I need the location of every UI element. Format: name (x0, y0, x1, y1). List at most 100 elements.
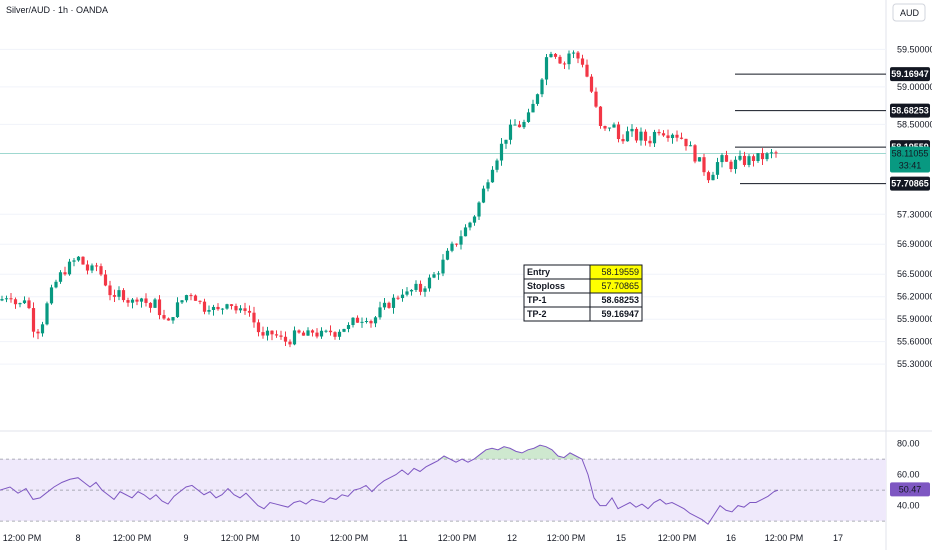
candle[interactable] (535, 93, 540, 106)
candle[interactable] (288, 339, 292, 348)
candle[interactable] (693, 144, 697, 164)
candle[interactable] (486, 179, 490, 192)
rsi-line[interactable] (0, 444, 779, 525)
candle[interactable] (58, 270, 63, 284)
candle[interactable] (450, 241, 454, 253)
candle[interactable] (27, 297, 31, 310)
candle[interactable] (666, 129, 670, 142)
candle[interactable] (396, 295, 400, 300)
candle[interactable] (175, 297, 180, 318)
candle[interactable] (454, 243, 459, 247)
candle[interactable] (490, 166, 495, 183)
candle[interactable] (238, 305, 243, 313)
candle[interactable] (166, 317, 171, 321)
candle[interactable] (306, 327, 310, 336)
candle[interactable] (409, 289, 414, 296)
candle[interactable] (162, 309, 166, 320)
candle[interactable] (531, 99, 535, 113)
candle[interactable] (549, 51, 553, 58)
candle[interactable] (414, 280, 418, 292)
candle[interactable] (319, 327, 324, 339)
candle[interactable] (697, 157, 702, 162)
candle[interactable] (315, 328, 319, 339)
candle[interactable] (310, 329, 315, 337)
candle[interactable] (54, 279, 58, 289)
candle[interactable] (400, 289, 405, 302)
currency-selector[interactable]: AUD (892, 3, 926, 22)
candle[interactable] (207, 305, 211, 315)
candle[interactable] (684, 138, 688, 151)
candle[interactable] (261, 326, 265, 339)
candle[interactable] (747, 154, 751, 168)
candle[interactable] (139, 297, 144, 308)
candle[interactable] (495, 158, 499, 173)
candle[interactable] (463, 224, 468, 237)
candle[interactable] (724, 150, 729, 162)
candle[interactable] (765, 152, 769, 162)
candle[interactable] (652, 129, 657, 148)
candle[interactable] (373, 315, 378, 328)
candle[interactable] (742, 151, 747, 167)
candle[interactable] (360, 317, 364, 328)
time-axis[interactable]: 12:00 PM 8 12:00 PM 9 12:00 PM 10 12:00 PM 11 12… (3, 533, 843, 543)
candle[interactable] (436, 271, 441, 280)
candle[interactable] (108, 280, 112, 301)
candle[interactable] (148, 302, 153, 313)
candle[interactable] (243, 302, 247, 315)
candle[interactable] (220, 308, 225, 315)
candle[interactable] (225, 303, 229, 310)
candle[interactable] (513, 119, 517, 126)
candle[interactable] (121, 288, 126, 303)
candle[interactable] (130, 297, 135, 309)
candle[interactable] (544, 53, 549, 86)
candle[interactable] (36, 329, 40, 340)
candle[interactable] (441, 254, 445, 277)
candle[interactable] (180, 299, 184, 305)
candle[interactable] (468, 221, 472, 231)
candle[interactable] (94, 262, 99, 272)
candle[interactable] (661, 130, 666, 137)
candle[interactable] (216, 303, 220, 311)
candle[interactable] (252, 306, 256, 328)
candle[interactable] (153, 297, 157, 308)
candle[interactable] (85, 260, 90, 275)
candle[interactable] (355, 315, 360, 323)
rsi-pane[interactable] (0, 444, 779, 525)
candle[interactable] (562, 61, 567, 70)
candle[interactable] (13, 297, 18, 309)
candle[interactable] (427, 274, 432, 292)
candle[interactable] (144, 293, 148, 307)
candle[interactable] (688, 141, 693, 147)
candle[interactable] (585, 59, 589, 78)
candle[interactable] (283, 331, 288, 346)
candle[interactable] (234, 303, 238, 314)
candle[interactable] (274, 330, 279, 338)
candle[interactable] (292, 326, 297, 346)
candle[interactable] (756, 153, 760, 163)
candle[interactable] (553, 53, 558, 59)
candle[interactable] (621, 134, 625, 144)
candle[interactable] (751, 154, 756, 167)
candle[interactable] (364, 317, 369, 324)
candle[interactable] (432, 272, 436, 279)
candle[interactable] (351, 317, 355, 328)
candle[interactable] (540, 77, 544, 98)
candle[interactable] (198, 300, 202, 305)
candle[interactable] (558, 54, 562, 65)
candle[interactable] (634, 127, 639, 143)
candle[interactable] (126, 297, 130, 307)
candle[interactable] (382, 298, 387, 310)
candle[interactable] (103, 270, 108, 287)
candle[interactable] (679, 132, 684, 140)
candle[interactable] (184, 294, 189, 303)
candle[interactable] (729, 159, 733, 173)
candle[interactable] (324, 329, 328, 333)
candle[interactable] (31, 302, 36, 338)
candle[interactable] (346, 322, 351, 333)
candle[interactable] (499, 138, 504, 166)
candle[interactable] (63, 266, 67, 276)
candle[interactable] (45, 301, 49, 326)
candle[interactable] (81, 256, 85, 265)
candle[interactable] (517, 120, 522, 128)
